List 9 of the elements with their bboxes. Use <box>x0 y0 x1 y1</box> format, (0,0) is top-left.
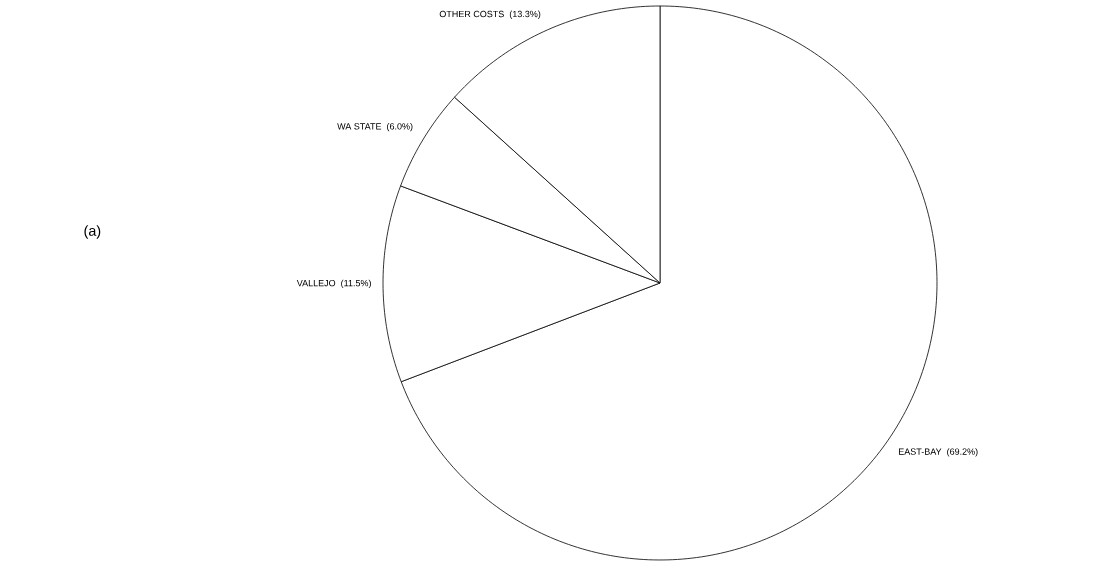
slice-label: OTHER COSTS <box>439 10 504 18</box>
data-label: (69.2%) <box>947 448 978 457</box>
slice-label: WA STATE <box>337 123 382 130</box>
slice-label: VALLEJO <box>296 279 336 287</box>
slice-label: EAST-BAY <box>898 448 942 455</box>
data-label: (13.3%) <box>509 10 541 19</box>
data-label: (11.5%) <box>341 279 371 289</box>
text: (a) <box>84 225 101 239</box>
data-label: (6.0%) <box>387 122 413 132</box>
